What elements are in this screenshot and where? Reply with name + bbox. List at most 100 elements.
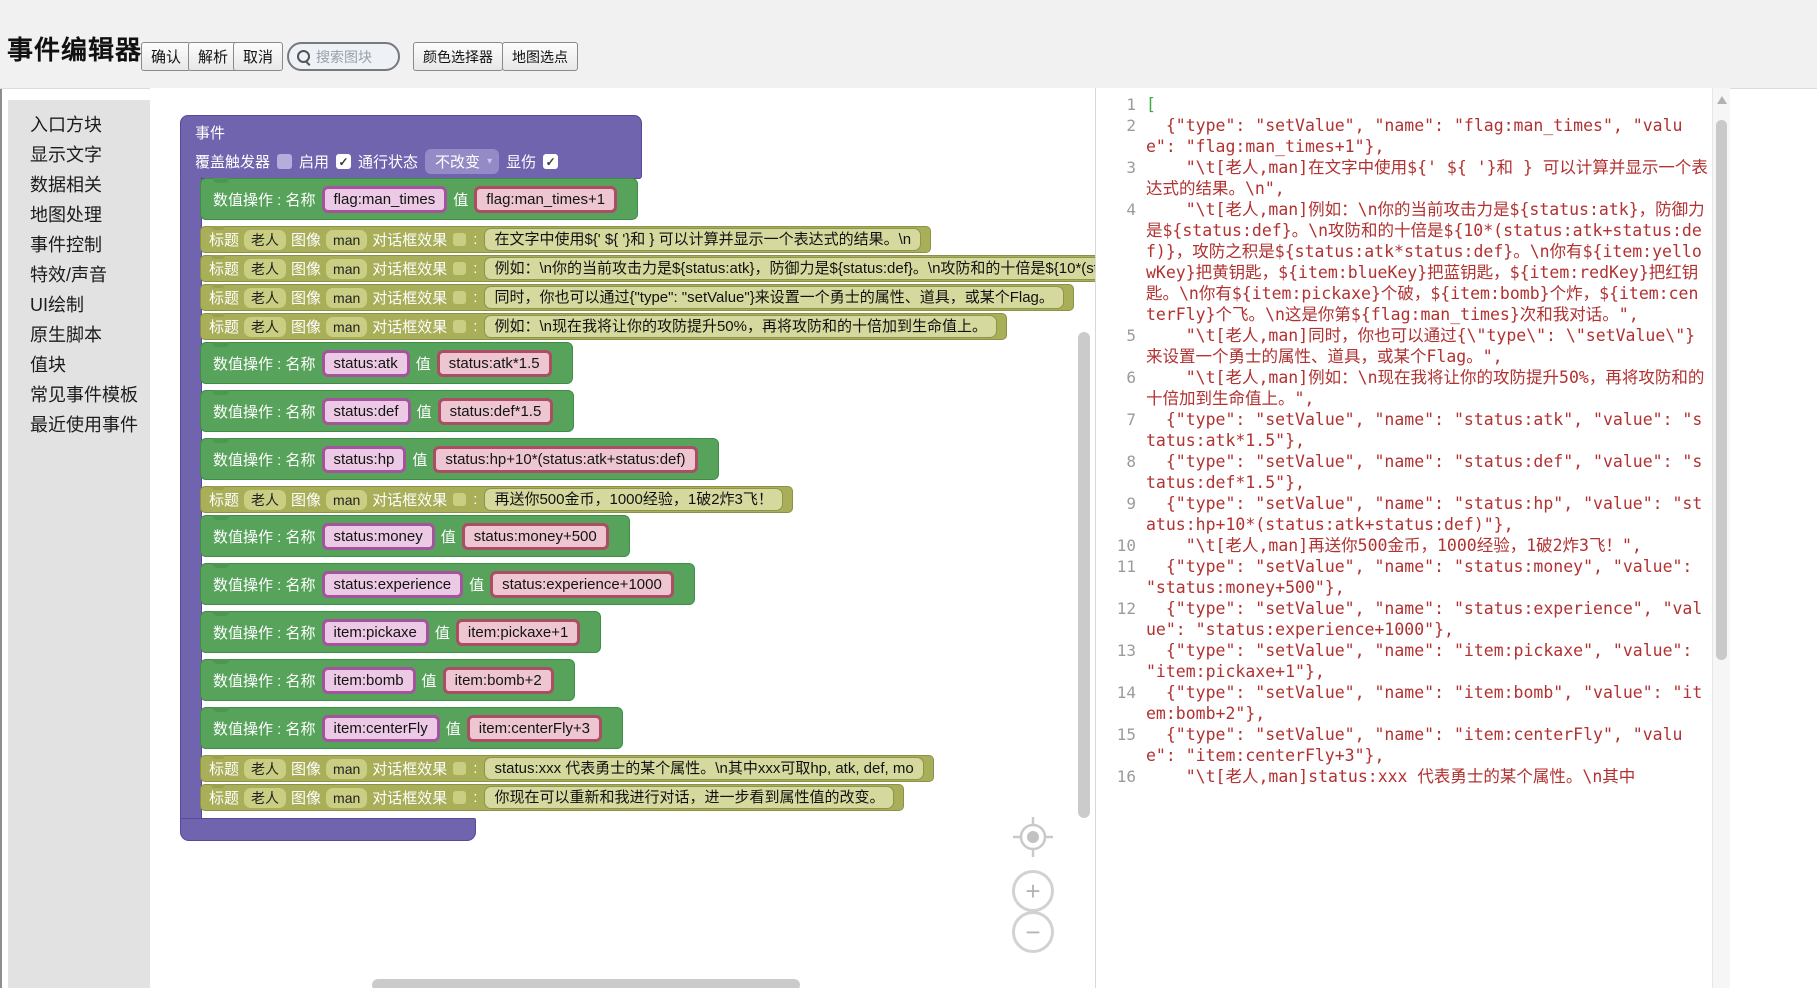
- value-field[interactable]: status:atk*1.5: [436, 349, 552, 377]
- code-text[interactable]: {"type": "setValue", "name": "item:picka…: [1146, 641, 1703, 681]
- dialog-text-field[interactable]: 同时，你也可以通过{"type": "setValue"}来设置一个勇士的属性、…: [484, 286, 1064, 309]
- setvalue-block[interactable]: 数值操作 : 名称 status:experience 值 status:experi…: [200, 563, 695, 605]
- image-field[interactable]: man: [326, 258, 368, 279]
- image-field[interactable]: man: [326, 229, 368, 250]
- name-field[interactable]: status:experience: [321, 570, 464, 598]
- image-field[interactable]: man: [326, 287, 368, 308]
- setvalue-block[interactable]: 数值操作 : 名称 flag:man_times 值 flag:man_times+1: [200, 178, 639, 220]
- value-field[interactable]: item:bomb+2: [442, 666, 554, 694]
- override-trigger-checkbox[interactable]: [277, 154, 293, 169]
- dialog-effect-checkbox[interactable]: [453, 291, 467, 304]
- speaker-field[interactable]: 老人: [244, 758, 287, 779]
- name-field[interactable]: item:pickaxe: [321, 618, 429, 646]
- value-field[interactable]: status:money+500: [461, 522, 609, 550]
- code-text[interactable]: {"type": "setValue", "name": "item:cente…: [1146, 725, 1683, 765]
- code-text[interactable]: {"type": "setValue", "name": "status:def…: [1146, 452, 1703, 492]
- image-field[interactable]: man: [326, 316, 368, 337]
- dialog-block[interactable]: 标题 老人 图像 man 对话框效果: 在文字中使用${' ${ '}和 } 可以计算并显…: [200, 226, 932, 253]
- setvalue-block[interactable]: 数值操作 : 名称 status:money 值 status:money+500: [200, 515, 630, 557]
- value-field[interactable]: status:hp+10*(status:atk+status:def): [433, 445, 698, 473]
- value-field[interactable]: item:centerFly+3: [466, 714, 603, 742]
- map-pick-button[interactable]: 地图选点: [502, 42, 578, 71]
- code-text[interactable]: "\t[老人,man]例如：\n现在我将让你的攻防提升50%，再将攻防和的十倍加…: [1146, 368, 1705, 408]
- dialog-effect-checkbox[interactable]: [453, 233, 467, 246]
- dialog-text-field[interactable]: 在文字中使用${' ${ '}和 } 可以计算并显示一个表达式的结果。\n: [484, 228, 922, 251]
- sidebar-item-10[interactable]: 常见事件模板: [30, 385, 138, 405]
- event-block-header[interactable]: 事件 覆盖触发器 启用 ✓ 通行状态 不改变 ▾ 显伤 ✓: [180, 115, 642, 179]
- damage-checkbox[interactable]: ✓: [543, 154, 559, 169]
- name-field[interactable]: status:hp: [321, 445, 407, 473]
- speaker-field[interactable]: 老人: [244, 316, 287, 337]
- code-editor-scrollbar[interactable]: [1712, 88, 1730, 988]
- image-field[interactable]: man: [326, 787, 368, 808]
- search-box[interactable]: [287, 42, 400, 71]
- image-field[interactable]: man: [326, 758, 368, 779]
- name-field[interactable]: status:money: [321, 522, 435, 550]
- value-field[interactable]: item:pickaxe+1: [455, 618, 581, 646]
- blockly-workspace[interactable]: 事件 覆盖触发器 启用 ✓ 通行状态 不改变 ▾ 显伤 ✓ 数值操作 : 名称 f…: [150, 88, 1095, 988]
- dialog-effect-checkbox[interactable]: [453, 493, 467, 506]
- confirm-button[interactable]: 确认: [141, 42, 192, 71]
- cancel-button[interactable]: 取消: [233, 42, 284, 71]
- speaker-field[interactable]: 老人: [244, 229, 287, 250]
- code-text[interactable]: "\t[老人,man]再送你500金币，1000经验，1破2炸3飞！",: [1146, 536, 1642, 555]
- zoom-out-button[interactable]: −: [1012, 911, 1054, 953]
- code-editor[interactable]: 1[2 {"type": "setValue", "name": "flag:m…: [1095, 88, 1712, 988]
- workspace-horizontal-scrollbar[interactable]: [372, 979, 800, 988]
- setvalue-block[interactable]: 数值操作 : 名称 item:bomb 值 item:bomb+2: [200, 659, 575, 701]
- name-field[interactable]: status:def: [321, 397, 411, 425]
- dialog-text-field[interactable]: status:xxx 代表勇士的某个属性。\n其中xxx可取hp, atk, d…: [484, 757, 924, 780]
- dialog-block[interactable]: 标题 老人 图像 man 对话框效果: 例如：\n你的当前攻击力是${status:atk…: [200, 255, 1095, 282]
- code-text[interactable]: "\t[老人,man]status:xxx 代表勇士的某个属性。\n其中: [1146, 767, 1636, 786]
- color-picker-button[interactable]: 颜色选择器: [413, 42, 503, 71]
- name-field[interactable]: item:bomb: [321, 666, 416, 694]
- dialog-effect-checkbox[interactable]: [453, 262, 467, 275]
- sidebar-item-2[interactable]: 显示文字: [30, 145, 102, 165]
- value-field[interactable]: status:def*1.5: [437, 397, 554, 425]
- dialog-effect-checkbox[interactable]: [453, 791, 467, 804]
- speaker-field[interactable]: 老人: [244, 287, 287, 308]
- code-text[interactable]: "\t[老人,man]同时，你也可以通过{\"type\": \"setValu…: [1146, 326, 1696, 366]
- dialog-text-field[interactable]: 再送你500金币，1000经验，1破2炸3飞！: [484, 488, 783, 511]
- enable-checkbox[interactable]: ✓: [336, 154, 352, 169]
- code-text[interactable]: {"type": "setValue", "name": "status:hp"…: [1146, 494, 1703, 534]
- dialog-block[interactable]: 标题 老人 图像 man 对话框效果: 你现在可以重新和我进行对话，进一步看到属性值的改变…: [200, 784, 905, 811]
- speaker-field[interactable]: 老人: [244, 787, 287, 808]
- dialog-block[interactable]: 标题 老人 图像 man 对话框效果: 再送你500金币，1000经验，1破2炸3飞！: [200, 486, 793, 513]
- sidebar-item-4[interactable]: 地图处理: [30, 205, 102, 225]
- search-input[interactable]: [314, 47, 388, 66]
- sidebar-item-8[interactable]: 原生脚本: [30, 325, 102, 345]
- parse-button[interactable]: 解析: [188, 42, 239, 71]
- sidebar-item-7[interactable]: UI绘制: [30, 295, 84, 315]
- code-text[interactable]: "\t[老人,man]例如：\n你的当前攻击力是${status:atk}，防御…: [1146, 200, 1705, 324]
- setvalue-block[interactable]: 数值操作 : 名称 item:centerFly 值 item:centerFly+3: [200, 707, 624, 749]
- code-text[interactable]: {"type": "setValue", "name": "item:bomb"…: [1146, 683, 1703, 723]
- name-field[interactable]: item:centerFly: [321, 714, 440, 742]
- sidebar-item-6[interactable]: 特效/声音: [30, 265, 108, 285]
- name-field[interactable]: status:atk: [321, 349, 410, 377]
- sidebar-item-1[interactable]: 入口方块: [30, 115, 102, 135]
- image-field[interactable]: man: [326, 489, 368, 510]
- name-field[interactable]: flag:man_times: [321, 185, 448, 213]
- pass-state-dropdown[interactable]: 不改变 ▾: [425, 149, 500, 174]
- dialog-text-field[interactable]: 例如：\n现在我将让你的攻防提升50%，再将攻防和的十倍加到生命值上。: [484, 315, 997, 338]
- code-scrollbar-thumb[interactable]: [1716, 120, 1727, 660]
- recenter-button[interactable]: [1012, 816, 1054, 858]
- code-text[interactable]: "\t[老人,man]在文字中使用${' ${ '}和 } 可以计算并显示一个表…: [1146, 158, 1708, 198]
- value-field[interactable]: status:experience+1000: [490, 570, 674, 598]
- setvalue-block[interactable]: 数值操作 : 名称 status:def 值 status:def*1.5: [200, 390, 575, 432]
- dialog-block[interactable]: 标题 老人 图像 man 对话框效果: 例如：\n现在我将让你的攻防提升50%，再将攻防和…: [200, 313, 1007, 340]
- speaker-field[interactable]: 老人: [244, 489, 287, 510]
- code-text[interactable]: {"type": "setValue", "name": "flag:man_t…: [1146, 116, 1683, 156]
- code-text[interactable]: {"type": "setValue", "name": "status:exp…: [1146, 599, 1703, 639]
- code-text[interactable]: {"type": "setValue", "name": "status:atk…: [1146, 410, 1703, 450]
- scroll-up-arrow-icon[interactable]: [1717, 96, 1727, 104]
- code-text[interactable]: {"type": "setValue", "name": "status:mon…: [1146, 557, 1703, 597]
- workspace-vertical-scrollbar[interactable]: [1078, 332, 1090, 818]
- setvalue-block[interactable]: 数值操作 : 名称 item:pickaxe 值 item:pickaxe+1: [200, 611, 602, 653]
- speaker-field[interactable]: 老人: [244, 258, 287, 279]
- dialog-block[interactable]: 标题 老人 图像 man 对话框效果: 同时，你也可以通过{"type": "setVal…: [200, 284, 1074, 311]
- code-text[interactable]: [: [1146, 95, 1156, 114]
- sidebar-item-3[interactable]: 数据相关: [30, 175, 102, 195]
- dialog-block[interactable]: 标题 老人 图像 man 对话框效果: status:xxx 代表勇士的某个属性。\n其中…: [200, 755, 934, 782]
